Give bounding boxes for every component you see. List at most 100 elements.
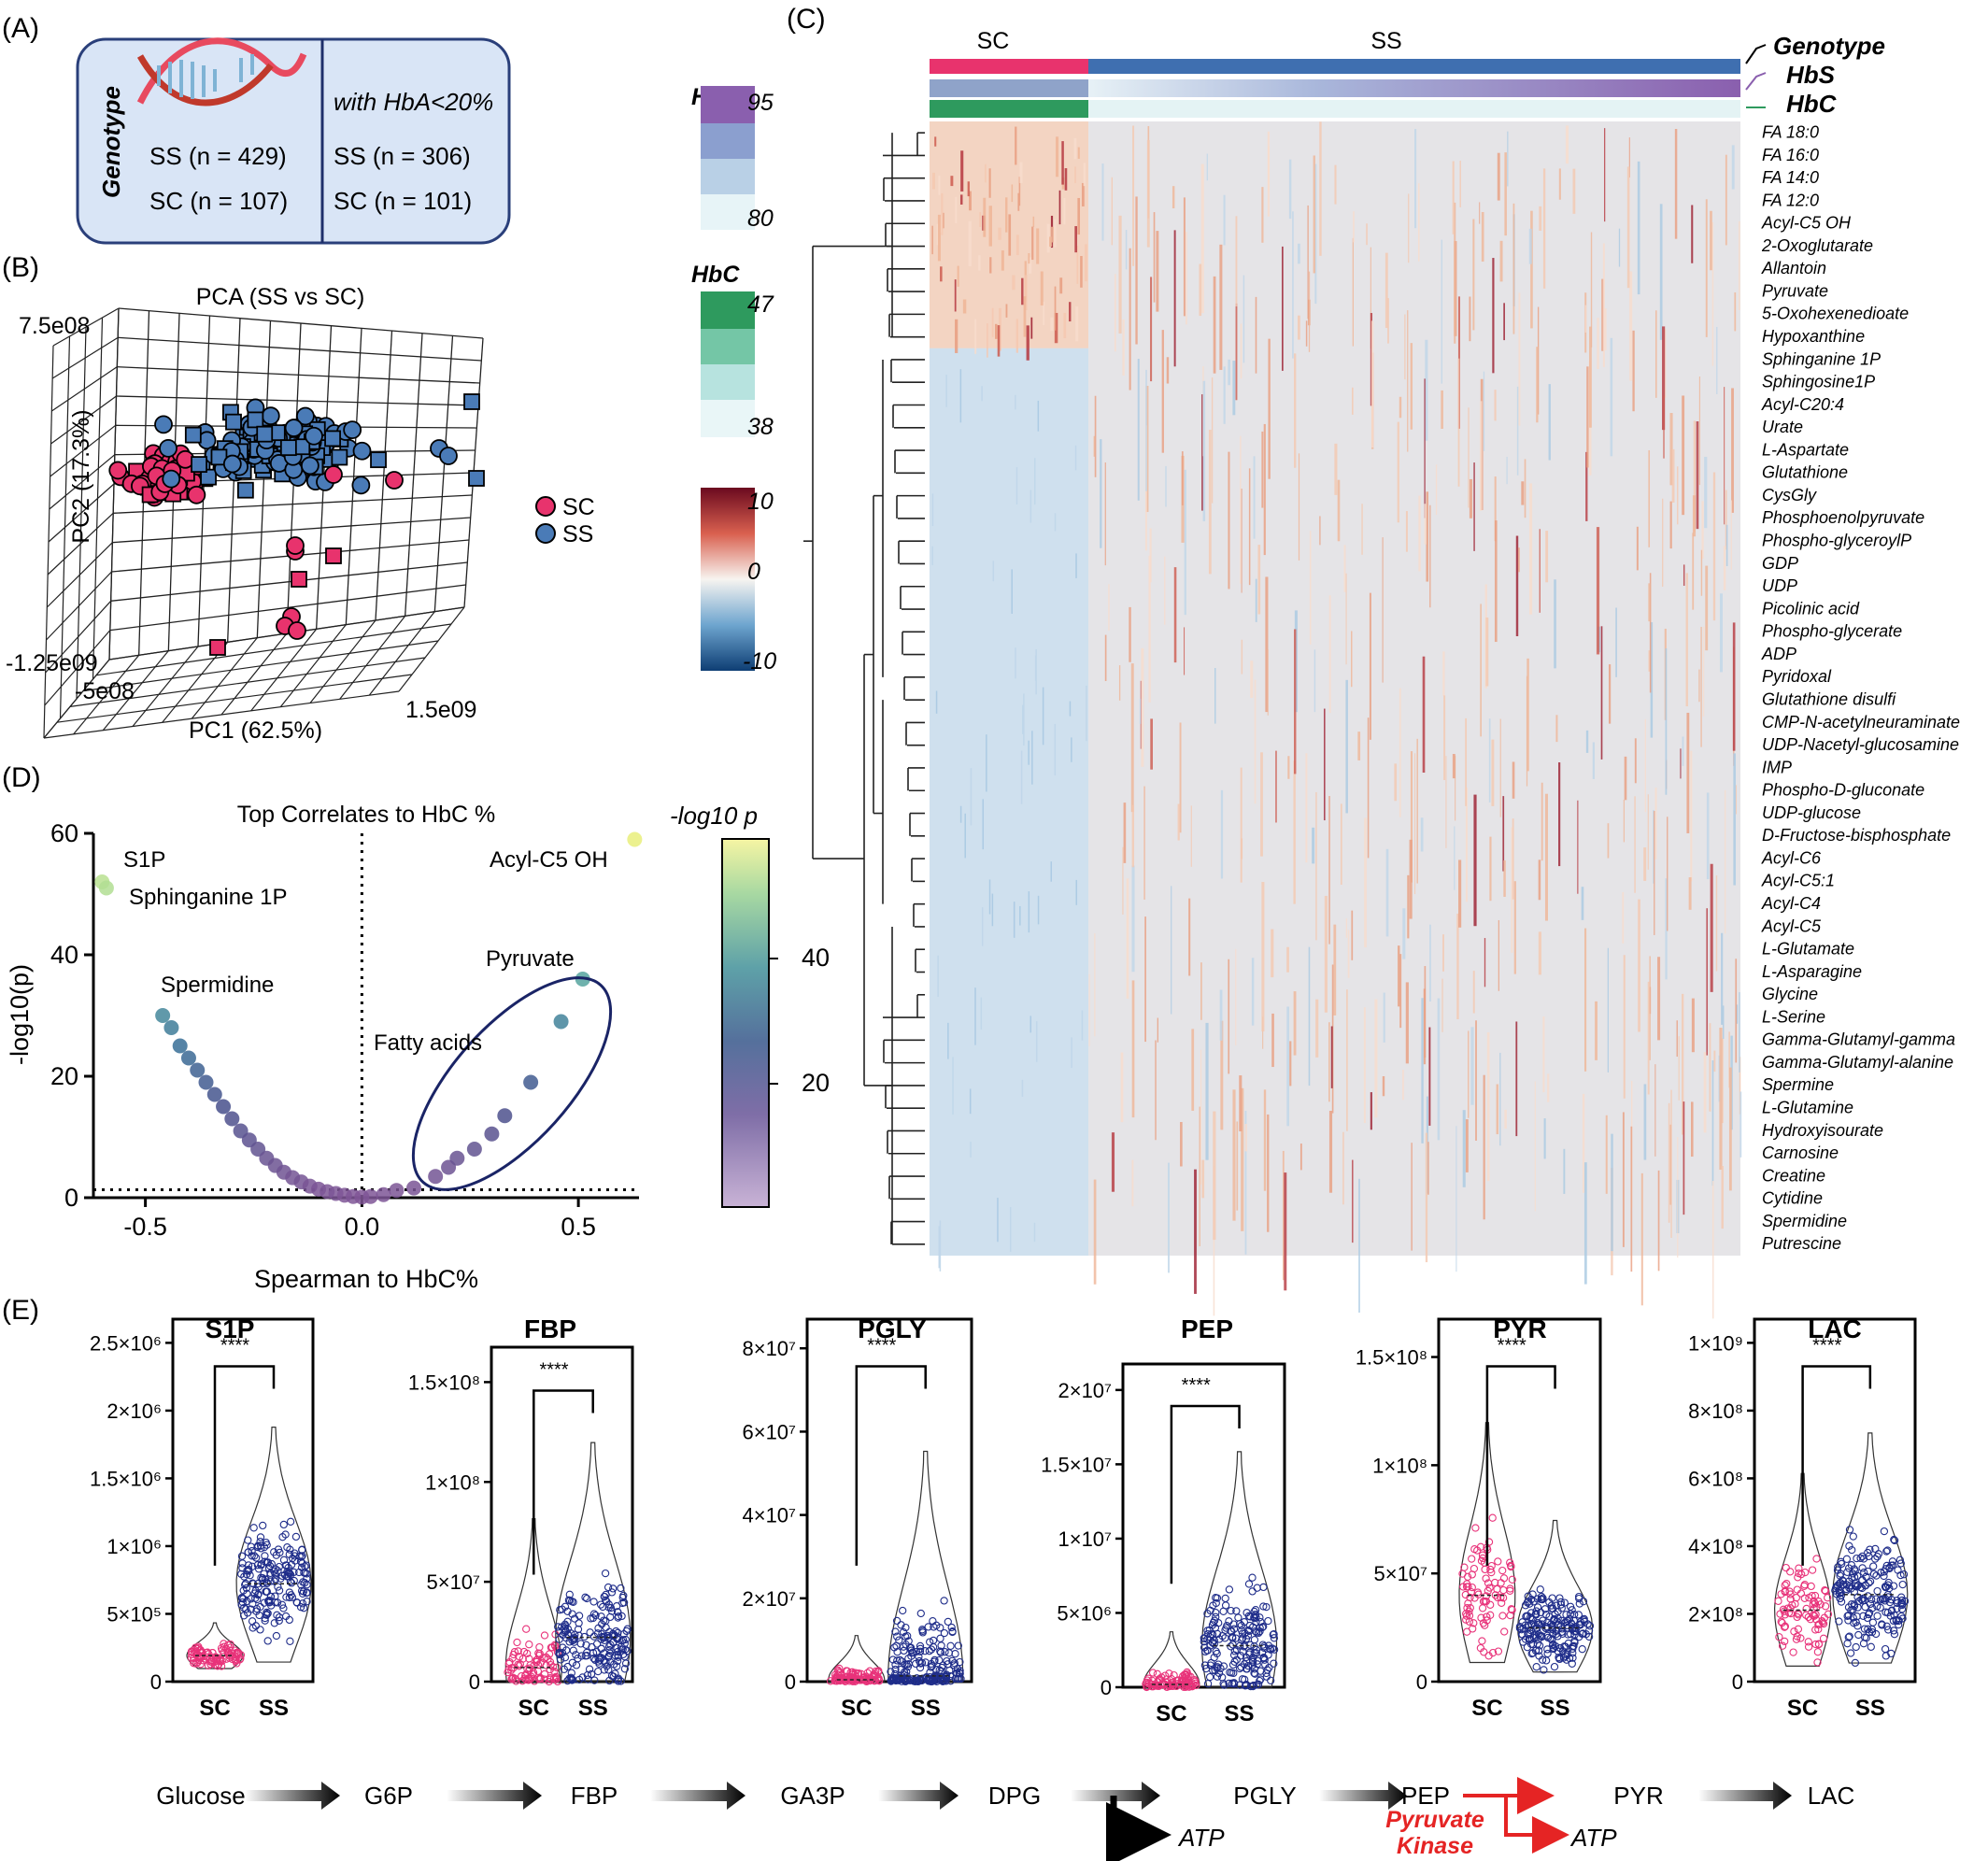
- heatmap-cell: [983, 197, 987, 237]
- heatmap-cell: [1618, 228, 1621, 267]
- violin-point: [937, 1667, 945, 1676]
- pca-grid-line: [112, 517, 471, 544]
- heatmap-cell: [1604, 308, 1607, 350]
- violin-point: [237, 1600, 246, 1609]
- violin-ytick-label: 1.5×10⁸: [408, 1371, 480, 1394]
- violin-point: [505, 1657, 514, 1667]
- violin-ytick-label: 5×10⁵: [106, 1602, 162, 1626]
- violin-outline-ss: [235, 1427, 312, 1663]
- violin-point: [581, 1593, 589, 1601]
- heatmap-cell: [997, 1198, 999, 1243]
- violin-point: [1464, 1583, 1472, 1591]
- violin-category-label: SS: [911, 1696, 941, 1721]
- heatmap-cell: [1345, 918, 1348, 938]
- heatmap-row-label: L-Glutamate: [1762, 940, 1854, 959]
- violin-point: [1848, 1545, 1856, 1555]
- violin-point: [1576, 1621, 1584, 1629]
- heatmap-row-label: Pyruvate: [1762, 281, 1828, 300]
- heatmap-cell: [991, 307, 994, 337]
- violin-point: [944, 1617, 952, 1627]
- pca-grid-line: [117, 366, 480, 384]
- pca-point: [108, 461, 128, 480]
- heatmap-cell: [1228, 959, 1230, 1074]
- heatmap-cell: [1080, 256, 1083, 288]
- violin-point: [273, 1598, 282, 1607]
- heatmap-cell: [1541, 782, 1543, 861]
- heatmap-cell: [1308, 946, 1311, 1087]
- violin-point: [1259, 1602, 1268, 1611]
- violin-point: [261, 1613, 269, 1623]
- pca-grid-line: [309, 619, 376, 703]
- heatmap-cell: [1504, 1109, 1507, 1129]
- heatmap-cell: [1404, 314, 1406, 380]
- violin-point: [1835, 1589, 1844, 1598]
- heatmap-cell: [1399, 954, 1402, 1029]
- violin-point: [614, 1613, 622, 1622]
- heatmap-cell: [1064, 168, 1068, 191]
- violin-point: [1890, 1535, 1898, 1544]
- violin-point: [1585, 1622, 1595, 1630]
- violin-point: [1880, 1568, 1889, 1576]
- heatmap-cell: [1428, 1027, 1431, 1126]
- violin-point: [1782, 1580, 1791, 1588]
- heatmap-cell: [1657, 957, 1661, 1041]
- heatmap-cell: [1220, 1020, 1224, 1130]
- heatmap-cell: [1312, 827, 1315, 864]
- pca-point: [279, 439, 297, 457]
- arrow-pyr-lac: [1698, 1782, 1792, 1810]
- heatmap-cell: [1334, 443, 1338, 495]
- heatmap-cell: [1228, 359, 1231, 386]
- heatmap-cell: [1572, 168, 1576, 214]
- violin-point: [252, 1554, 261, 1562]
- heatmap-row-label: Gamma-Glutamyl-gamma: [1762, 1030, 1955, 1049]
- heatmap-cell: [1073, 137, 1077, 160]
- heatmap-cell: [1555, 715, 1558, 743]
- violin-point: [911, 1677, 920, 1685]
- violin-point: [1500, 1627, 1509, 1636]
- heatmap-cell: [1685, 573, 1688, 707]
- violin-point: [1786, 1604, 1795, 1612]
- pca-xlabel: PC1 (62.5%): [189, 717, 322, 744]
- heatmap-row-label: Creatine: [1762, 1166, 1825, 1185]
- heatmap-cell: [931, 225, 933, 255]
- violin-ytick-label: 2×10⁸: [1688, 1602, 1743, 1626]
- heatmap-cell: [1286, 1006, 1290, 1127]
- heatmap-cell: [1030, 1016, 1032, 1033]
- heatmap-cell: [1219, 244, 1223, 370]
- heatmap-cell: [1409, 839, 1413, 919]
- heatmap-cell: [1683, 1101, 1685, 1215]
- pca-grid-line: [82, 640, 439, 692]
- violin-point: [1792, 1594, 1800, 1602]
- heatmap-cell: [1240, 323, 1242, 379]
- violin-point: [600, 1649, 608, 1657]
- violin-point: [1551, 1610, 1559, 1618]
- annot-spermidine: Spermidine: [161, 973, 274, 998]
- violin-point: [1488, 1648, 1498, 1657]
- panel-label-b: (B): [2, 252, 39, 283]
- heatmap-cell: [1148, 555, 1151, 703]
- heatmap-cell: [1328, 1022, 1330, 1102]
- violin-category-label: SS: [578, 1696, 608, 1721]
- violin-point: [563, 1617, 572, 1626]
- heatmap-cell: [1558, 762, 1561, 867]
- violin-category-label: SC: [1787, 1696, 1818, 1721]
- heatmap-cell: [1424, 378, 1426, 519]
- heatmap-cell: [1691, 998, 1695, 1053]
- violin-point: [530, 1677, 539, 1685]
- violin-point: [903, 1631, 912, 1641]
- violin-point: [925, 1647, 933, 1655]
- violin-point: [1858, 1584, 1867, 1593]
- heatmap-cell: [1452, 161, 1455, 234]
- heatmap-cell: [1469, 296, 1471, 342]
- violin-point: [1843, 1568, 1852, 1576]
- violin-point: [1525, 1634, 1534, 1643]
- volcano-ytick-label: 20: [50, 1062, 78, 1090]
- violin-point: [1253, 1660, 1261, 1669]
- violin-point: [1270, 1634, 1279, 1642]
- heatmap-cell: [1475, 1020, 1477, 1141]
- violin-point: [1251, 1669, 1259, 1678]
- violin-point: [260, 1598, 269, 1607]
- heatmap-cell: [1188, 898, 1191, 976]
